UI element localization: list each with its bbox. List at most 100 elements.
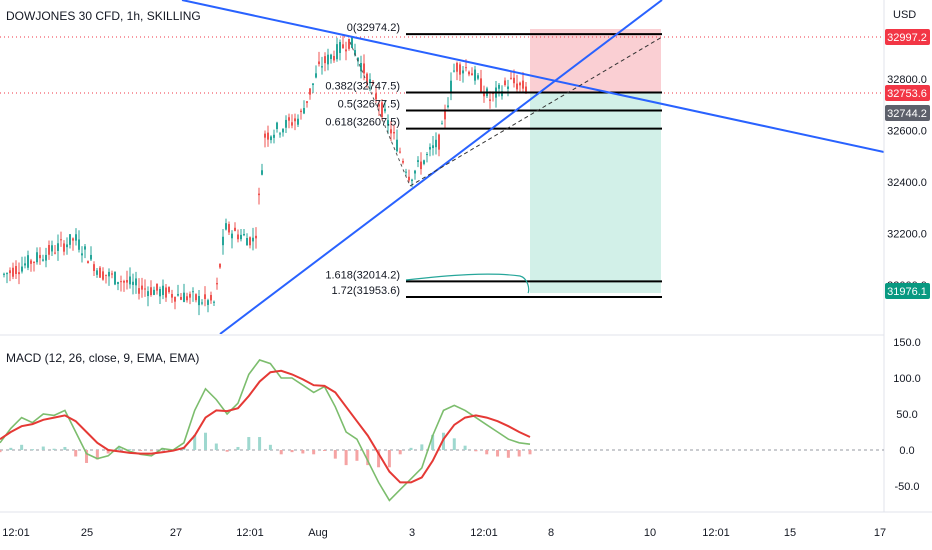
candle-body — [87, 261, 89, 264]
candle-body — [411, 179, 413, 182]
candle-body — [414, 170, 416, 174]
candle-body — [318, 61, 320, 65]
candle-body — [348, 38, 350, 49]
macd-histogram-bar — [431, 434, 435, 450]
fibonacci-extension[interactable]: 0(32974.2) 0.382(32747.5) 0.5(32677.5) 0.61… — [325, 22, 662, 298]
candle-body — [438, 134, 440, 150]
candle-body — [123, 280, 125, 283]
time-tick-label: 25 — [81, 527, 93, 539]
top-price-label: 32997.2 — [887, 32, 927, 44]
time-tick-label: 12:01 — [470, 527, 498, 539]
candle-body — [231, 233, 233, 239]
candle-body — [144, 288, 146, 290]
macd-histogram-bar — [312, 450, 316, 455]
candle-body — [177, 294, 179, 296]
candle-body — [270, 136, 272, 141]
current-price-label: 32753.6 — [887, 88, 927, 100]
candle-body — [441, 123, 443, 125]
candle-body — [399, 151, 401, 153]
candle-body — [21, 266, 23, 272]
take-profit-zone[interactable] — [530, 93, 661, 293]
candle-body — [18, 272, 20, 275]
candle-body — [423, 160, 425, 164]
target-price-label: 31976.1 — [887, 286, 927, 298]
symbol-title[interactable]: DOWJONES 30 CFD, 1h, SKILLING — [6, 9, 201, 23]
candle-body — [384, 108, 386, 112]
time-tick-label: 8 — [548, 527, 554, 539]
candle-body — [183, 292, 185, 302]
candle-body — [12, 267, 14, 277]
candle-body — [447, 105, 449, 108]
candle-body — [381, 102, 383, 118]
candle-body — [264, 133, 266, 138]
candle-body — [96, 270, 98, 275]
candle-body — [189, 293, 191, 298]
candle-body — [276, 122, 278, 130]
candle-body — [51, 245, 53, 252]
candle-body — [36, 252, 38, 263]
candle-body — [108, 271, 110, 277]
time-tick-label: 27 — [170, 527, 182, 539]
candle-body — [246, 237, 248, 246]
candle-body — [93, 264, 95, 272]
candle-body — [168, 287, 170, 293]
candle-body — [129, 276, 131, 285]
candle-body — [282, 129, 284, 133]
candle-body — [114, 272, 116, 285]
candle-body — [192, 291, 194, 293]
time-tick-label: Aug — [308, 527, 328, 539]
candle-body — [471, 73, 473, 76]
price-tick-label: 32400.0 — [887, 177, 927, 189]
macd-histogram-bar — [117, 446, 121, 450]
candle-body — [3, 273, 5, 275]
candle-body — [504, 80, 506, 86]
candle-body — [417, 160, 419, 162]
candle-body — [456, 62, 458, 72]
currency-label: USD — [893, 9, 917, 21]
candle-body — [249, 237, 251, 246]
fib-level-label: 1.72(31953.6) — [332, 285, 401, 297]
stop-loss-zone[interactable] — [530, 29, 661, 93]
candle-body — [216, 283, 218, 285]
candle-body — [165, 287, 167, 298]
candle-body — [387, 120, 389, 126]
candle-body — [105, 274, 107, 276]
macd-histogram-bar — [193, 434, 197, 450]
candle-body — [210, 295, 212, 301]
fib-level-label: 0.5(32677.5) — [338, 99, 400, 111]
candle-body — [462, 70, 464, 74]
candle-body — [273, 134, 275, 138]
candle-body — [240, 234, 242, 240]
candle-body — [396, 139, 398, 152]
macd-legend[interactable]: MACD (12, 26, close, 9, EMA, EMA) — [6, 351, 200, 365]
candle-body — [120, 281, 122, 283]
macd-tick-label: 150.0 — [893, 337, 921, 349]
candle-body — [213, 301, 215, 303]
macd-tick-label: 50.0 — [896, 409, 917, 421]
candle-body — [339, 42, 341, 53]
macd-histogram-bar — [268, 444, 272, 450]
top-price-badge: 32997.2 — [885, 29, 930, 45]
macd-histogram-bar — [258, 437, 262, 450]
descending-trendline[interactable] — [181, 0, 884, 153]
candle-body — [63, 243, 65, 252]
macd-histogram-bar — [485, 450, 489, 455]
macd-histogram-bar — [333, 450, 337, 459]
candle-body — [204, 294, 206, 299]
candle-body — [72, 238, 74, 241]
candle-body — [258, 193, 260, 196]
candle-body — [393, 132, 395, 134]
macd-histogram-bar — [506, 450, 510, 458]
candle-body — [360, 62, 362, 72]
macd-histogram-bar — [85, 450, 89, 463]
candle-body — [330, 54, 332, 60]
ascending-trendline[interactable] — [219, 0, 663, 334]
macd-histogram-bar — [366, 450, 370, 466]
candle-body — [477, 75, 479, 79]
candle-body — [147, 291, 149, 297]
candle-body — [378, 104, 380, 107]
candle-body — [516, 83, 518, 90]
candle-body — [117, 282, 119, 284]
macd-histogram-bar — [41, 446, 45, 450]
